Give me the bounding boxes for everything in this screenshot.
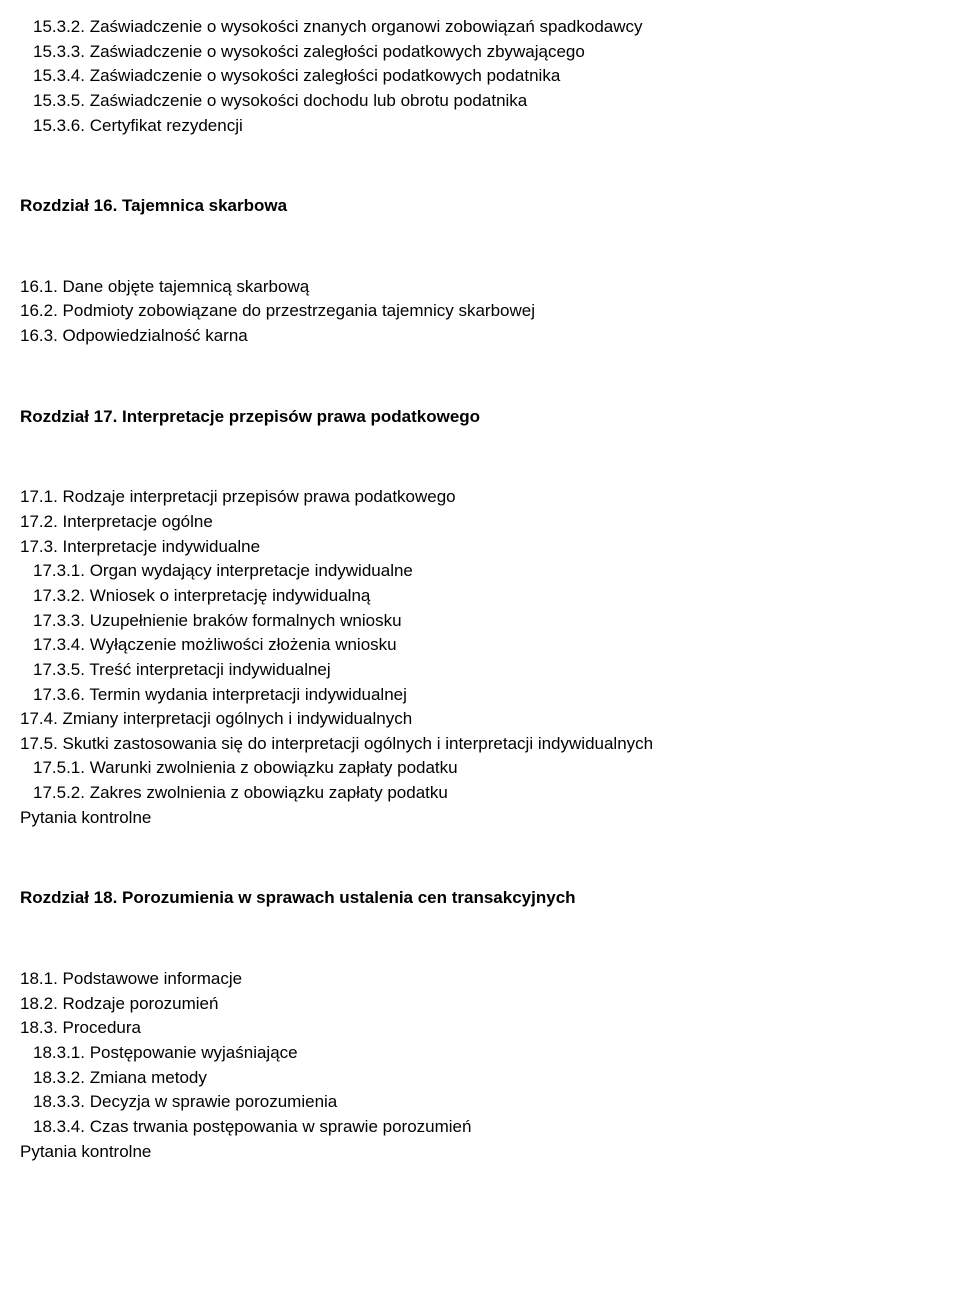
- section-gap: [20, 429, 940, 485]
- toc-entry: 17.5.1. Warunki zwolnienia z obowiązku z…: [20, 756, 940, 781]
- section-gap: [20, 138, 940, 194]
- toc-entry: 17.1. Rodzaje interpretacji przepisów pr…: [20, 485, 940, 510]
- toc-entry: 17.3. Interpretacje indywidualne: [20, 535, 940, 560]
- toc-entry: Pytania kontrolne: [20, 806, 940, 831]
- toc-entry: 18.3.2. Zmiana metody: [20, 1066, 940, 1091]
- toc-entry: 18.2. Rodzaje porozumień: [20, 992, 940, 1017]
- toc-entry: Pytania kontrolne: [20, 1140, 940, 1165]
- toc-entry: 17.3.4. Wyłączenie możliwości złożenia w…: [20, 633, 940, 658]
- toc-entry: 17.4. Zmiany interpretacji ogólnych i in…: [20, 707, 940, 732]
- document-content: 15.3.2. Zaświadczenie o wysokości znanyc…: [20, 15, 940, 1164]
- section-gap: [20, 219, 940, 275]
- toc-entry: 17.3.5. Treść interpretacji indywidualne…: [20, 658, 940, 683]
- toc-entry: 17.3.1. Organ wydający interpretacje ind…: [20, 559, 940, 584]
- chapter-heading: Rozdział 17. Interpretacje przepisów pra…: [20, 405, 940, 430]
- toc-entry: 17.2. Interpretacje ogólne: [20, 510, 940, 535]
- toc-entry: 16.3. Odpowiedzialność karna: [20, 324, 940, 349]
- toc-entry: 17.3.6. Termin wydania interpretacji ind…: [20, 683, 940, 708]
- toc-entry: 15.3.6. Certyfikat rezydencji: [20, 114, 940, 139]
- toc-entry: 15.3.4. Zaświadczenie o wysokości zaległ…: [20, 64, 940, 89]
- chapter-heading: Rozdział 18. Porozumienia w sprawach ust…: [20, 886, 940, 911]
- toc-entry: 15.3.2. Zaświadczenie o wysokości znanyc…: [20, 15, 940, 40]
- section-gap: [20, 911, 940, 967]
- toc-entry: 15.3.3. Zaświadczenie o wysokości zaległ…: [20, 40, 940, 65]
- toc-entry: 18.3.3. Decyzja w sprawie porozumienia: [20, 1090, 940, 1115]
- chapter-heading: Rozdział 16. Tajemnica skarbowa: [20, 194, 940, 219]
- toc-entry: 17.5. Skutki zastosowania się do interpr…: [20, 732, 940, 757]
- toc-entry: 16.1. Dane objęte tajemnicą skarbową: [20, 275, 940, 300]
- toc-entry: 17.5.2. Zakres zwolnienia z obowiązku za…: [20, 781, 940, 806]
- toc-entry: 15.3.5. Zaświadczenie o wysokości dochod…: [20, 89, 940, 114]
- section-gap: [20, 349, 940, 405]
- toc-entry: 18.1. Podstawowe informacje: [20, 967, 940, 992]
- toc-entry: 17.3.2. Wniosek o interpretację indywidu…: [20, 584, 940, 609]
- toc-entry: 18.3.1. Postępowanie wyjaśniające: [20, 1041, 940, 1066]
- toc-entry: 16.2. Podmioty zobowiązane do przestrzeg…: [20, 299, 940, 324]
- toc-entry: 17.3.3. Uzupełnienie braków formalnych w…: [20, 609, 940, 634]
- toc-entry: 18.3. Procedura: [20, 1016, 940, 1041]
- toc-entry: 18.3.4. Czas trwania postępowania w spra…: [20, 1115, 940, 1140]
- section-gap: [20, 830, 940, 886]
